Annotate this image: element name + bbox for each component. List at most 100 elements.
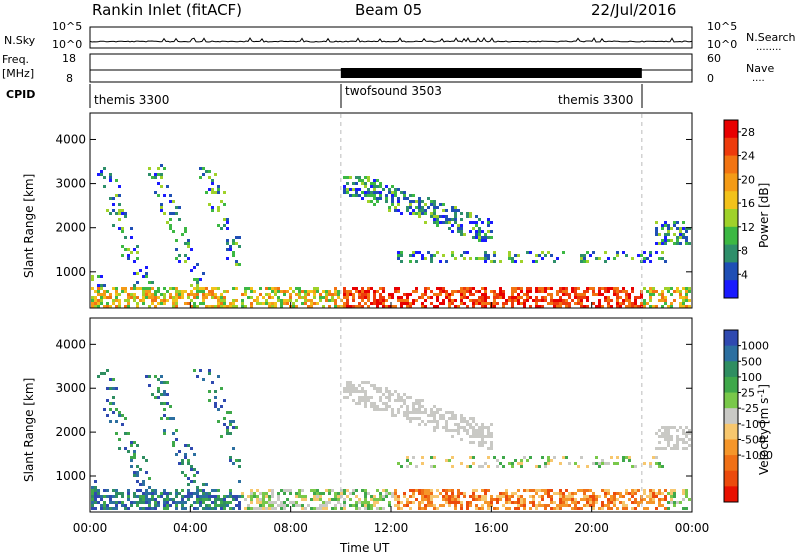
- velocity-cell: [238, 501, 241, 504]
- velocity-swatch-7: [724, 439, 738, 456]
- power-cell: [412, 302, 415, 305]
- power-cell: [445, 221, 448, 224]
- power-cell: [400, 260, 403, 263]
- power-cell: [409, 293, 412, 296]
- power-cell: [397, 254, 400, 257]
- velocity-cell: [451, 429, 454, 432]
- freq-trace: [90, 68, 692, 78]
- velocity-cell: [214, 498, 217, 501]
- power-cell: [196, 290, 199, 293]
- power-cell: [304, 290, 307, 293]
- velocity-cell: [604, 504, 607, 507]
- power-cell: [478, 290, 481, 293]
- velocity-cell: [94, 498, 97, 501]
- power-cell: [391, 197, 394, 200]
- velocity-cell: [118, 492, 121, 495]
- power-cell: [493, 296, 496, 299]
- power-cell: [418, 212, 421, 215]
- velocity-cell: [241, 495, 244, 498]
- power-cell: [643, 302, 646, 305]
- power-cell: [487, 221, 490, 224]
- power-cell: [508, 251, 511, 254]
- velocity-cell: [658, 435, 661, 438]
- velocity-cell: [571, 492, 574, 495]
- velocity-cell: [517, 462, 520, 465]
- power-cell: [187, 293, 190, 296]
- power-cell: [184, 290, 187, 293]
- velocity-cell: [637, 501, 640, 504]
- velocity-cell: [544, 492, 547, 495]
- power-cell: [418, 197, 421, 200]
- velocity-cell: [478, 432, 481, 435]
- power-cell: [313, 290, 316, 293]
- velocity-cell: [667, 444, 670, 447]
- velocity-cell: [577, 465, 580, 468]
- power-cell: [430, 260, 433, 263]
- power-cell: [487, 302, 490, 305]
- power-cell: [592, 293, 595, 296]
- power-cell: [565, 299, 568, 302]
- velocity-cell: [313, 495, 316, 498]
- velocity-cell: [301, 489, 304, 492]
- velocity-cell: [457, 429, 460, 432]
- power-cell: [463, 257, 466, 260]
- velocity-cell: [382, 408, 385, 411]
- velocity-cell: [376, 387, 379, 390]
- velocity-cell: [397, 501, 400, 504]
- velocity-cell: [181, 489, 184, 492]
- velocity-cell: [457, 489, 460, 492]
- velocity-cell: [181, 462, 184, 465]
- power-cell: [634, 302, 637, 305]
- velocity-cell: [490, 435, 493, 438]
- date-title: 22/Jul/2016: [591, 1, 676, 19]
- power-cell: [202, 299, 205, 302]
- power-cell: [187, 296, 190, 299]
- velocity-cell: [451, 456, 454, 459]
- power-cell: [100, 299, 103, 302]
- velocity-cell: [157, 387, 160, 390]
- power-cell: [388, 191, 391, 194]
- power-cell: [472, 299, 475, 302]
- power-cell: [682, 227, 685, 230]
- power-cell: [409, 203, 412, 206]
- velocity-cell: [445, 501, 448, 504]
- power-cell: [511, 302, 514, 305]
- power-cell: [376, 179, 379, 182]
- velocity-cell: [481, 444, 484, 447]
- power-cell: [460, 302, 463, 305]
- power-cell: [481, 305, 484, 308]
- power-cell: [313, 287, 316, 290]
- velocity-cell: [538, 465, 541, 468]
- power-cell: [199, 167, 202, 170]
- velocity-cell: [334, 504, 337, 507]
- power-cell: [658, 257, 661, 260]
- power-cell: [373, 185, 376, 188]
- velocity-cell: [319, 507, 322, 510]
- power-cell: [226, 218, 229, 221]
- power-cell: [490, 221, 493, 224]
- velocity-cell: [229, 489, 232, 492]
- power-cell: [514, 299, 517, 302]
- power-cell: [445, 260, 448, 263]
- velocity-cell: [649, 492, 652, 495]
- power-cell: [583, 293, 586, 296]
- power-cell: [163, 293, 166, 296]
- power-cell: [154, 299, 157, 302]
- power-cell: [379, 302, 382, 305]
- velocity-cell: [523, 504, 526, 507]
- power-cell: [241, 305, 244, 308]
- power-cell: [202, 302, 205, 305]
- power-cell: [616, 305, 619, 308]
- power-cell: [112, 197, 115, 200]
- velocity-cbar-label-0: 1000: [741, 340, 769, 353]
- velocity-cell: [463, 495, 466, 498]
- power-cell: [235, 299, 238, 302]
- velocity-cell: [112, 507, 115, 510]
- power-cell: [196, 278, 199, 281]
- power-cell: [430, 212, 433, 215]
- velocity-cell: [469, 423, 472, 426]
- velocity-cell: [382, 498, 385, 501]
- velocity-cell: [631, 492, 634, 495]
- power-cell: [529, 305, 532, 308]
- power-cell: [115, 305, 118, 308]
